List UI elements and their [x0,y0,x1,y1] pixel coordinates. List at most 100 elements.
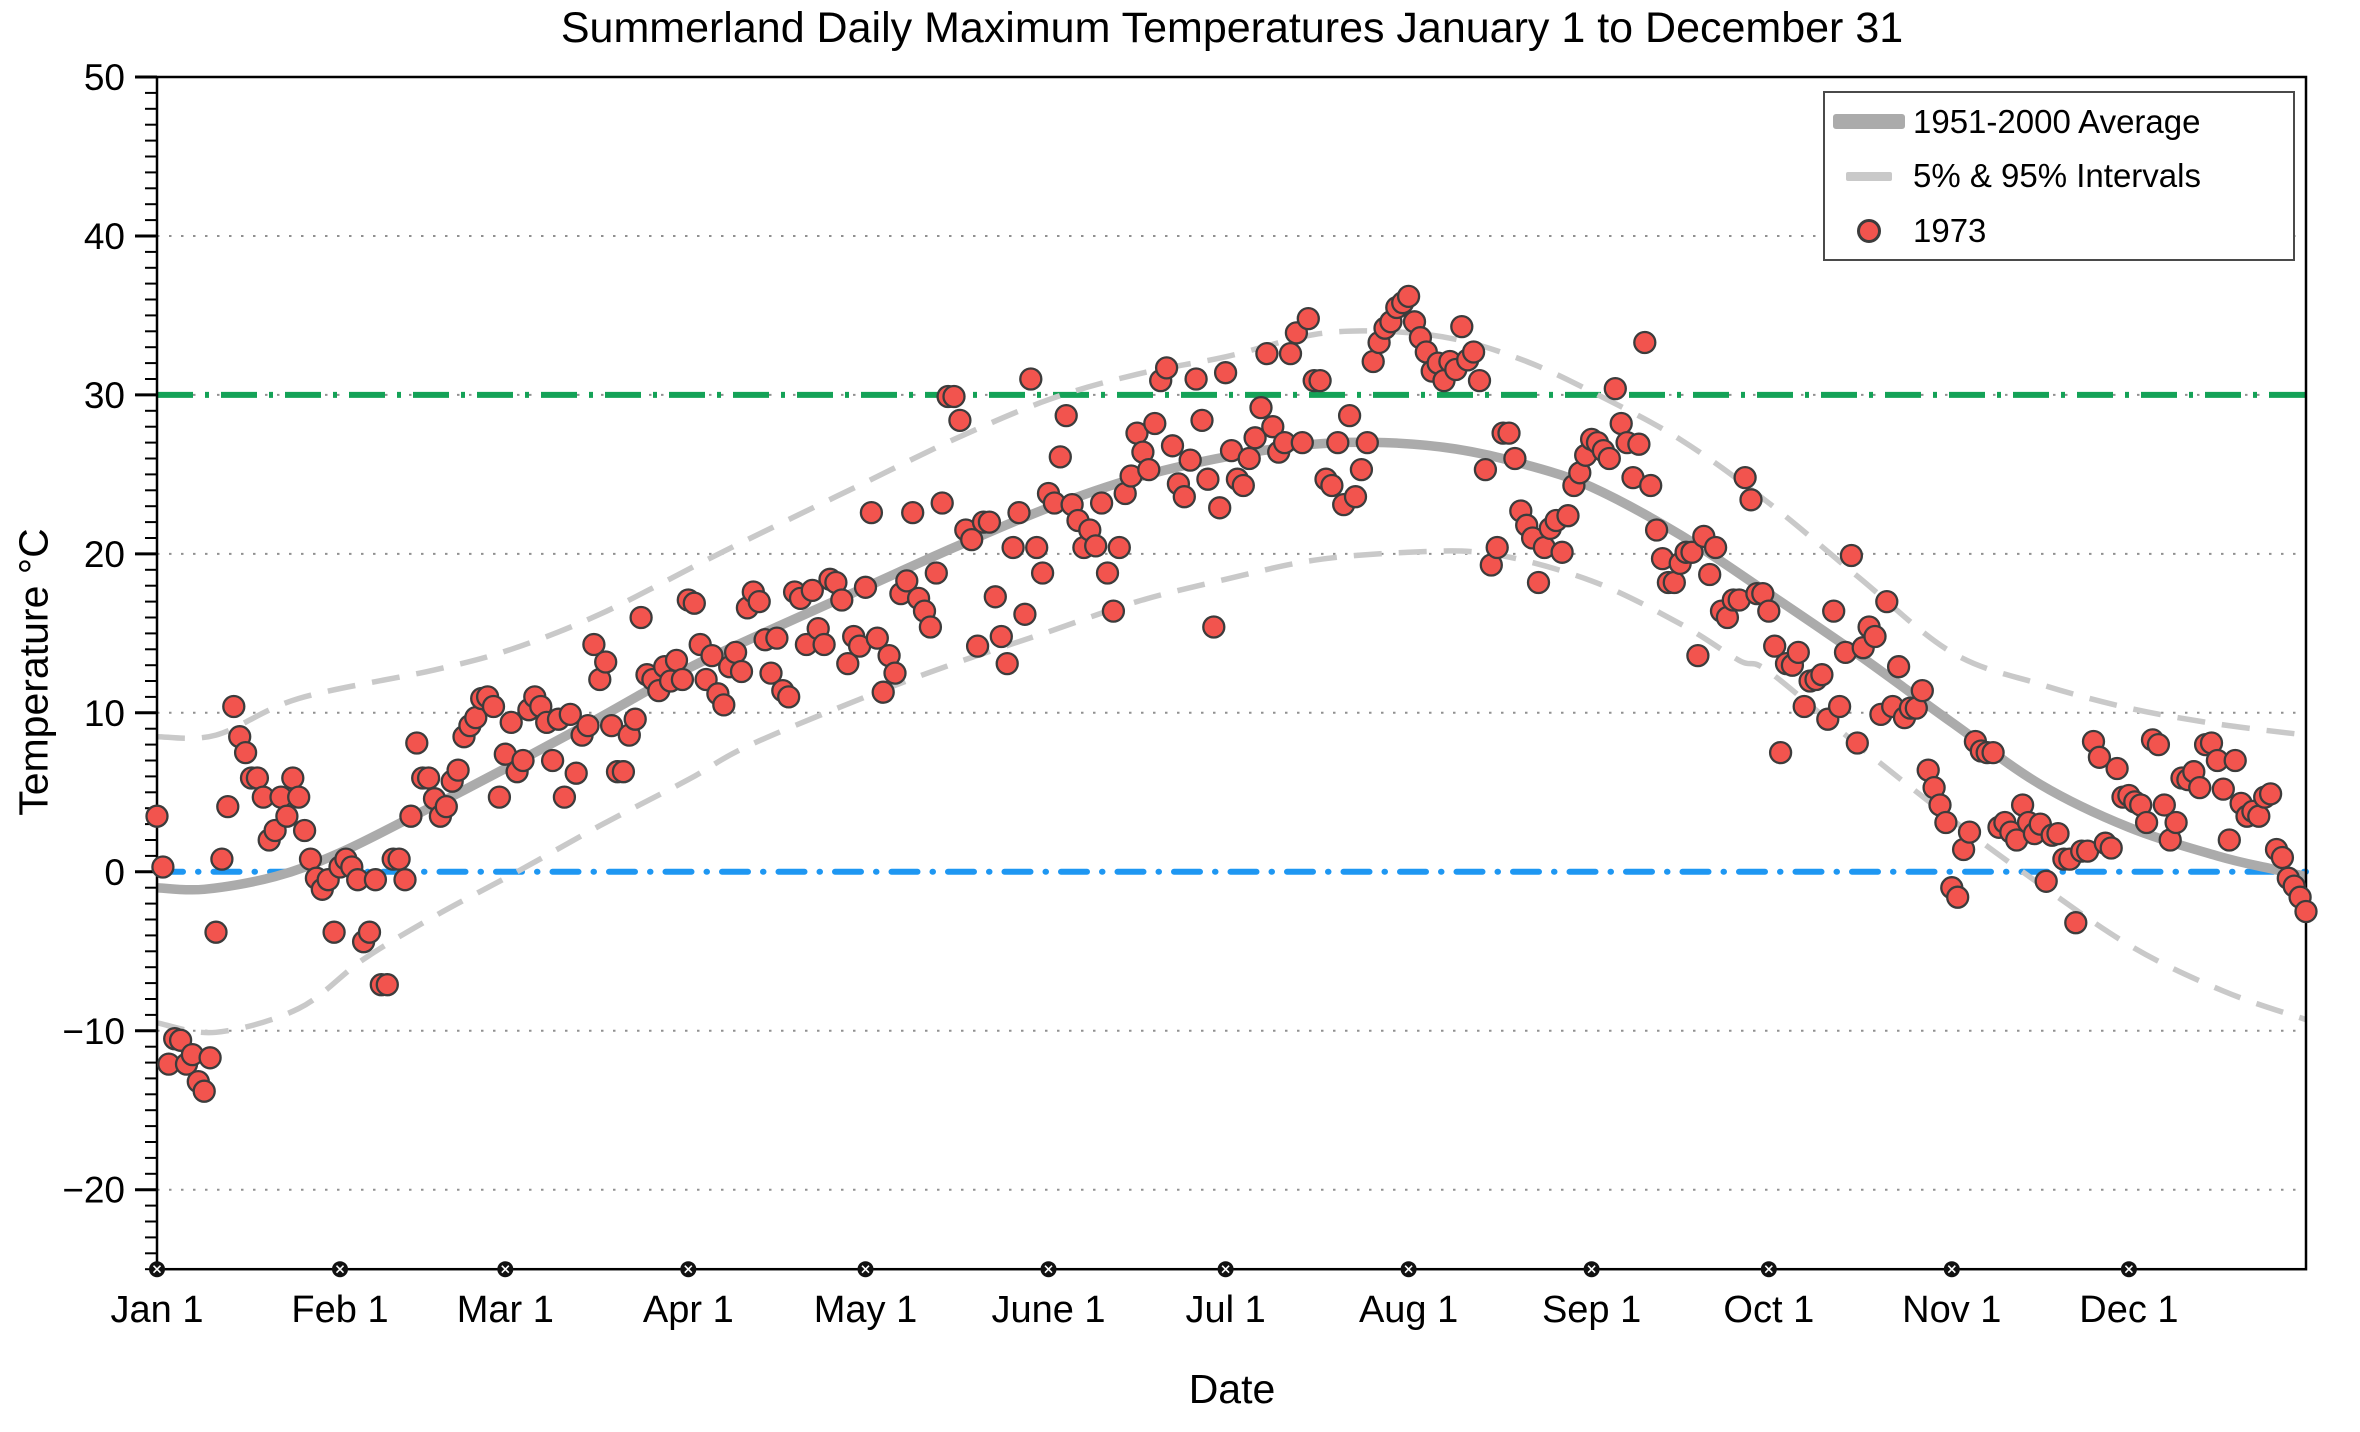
data-point [2064,911,2088,935]
data-point [901,500,925,525]
data-point [1190,408,1214,433]
data-point [1025,535,1049,560]
scatter-1973 [145,284,2318,1103]
data-point [2164,810,2188,835]
data-point [1680,540,1704,564]
y-tick-label: 30 [84,375,125,416]
data-point [1196,467,1220,491]
data-point [977,510,1002,534]
data-point [2217,828,2241,852]
data-point [1261,415,1285,439]
data-point [1107,535,1131,560]
data-point [2105,756,2129,781]
p5-curve [156,548,2307,1036]
data-point [1786,640,1810,665]
y-tick-label: 20 [84,534,125,575]
data-point [1249,395,1273,420]
data-point [576,713,600,738]
data-point [216,794,240,819]
interval-dash-swatch [1846,171,1892,181]
data-point [1007,500,1031,525]
y-tick-label: −10 [62,1011,125,1052]
data-point [777,685,801,709]
data-point [1739,488,1763,512]
data-point [859,500,884,525]
data-point [1886,655,1911,679]
data-point [2099,836,2123,860]
data-point [210,847,234,871]
data-point [812,632,836,657]
data-point [2211,777,2235,801]
data-point [1030,561,1055,585]
y-tick-label: 10 [84,693,125,734]
legend-item-intervals: 5% & 95% Intervals [1825,150,2293,202]
x-tick-label: Dec 1 [2079,1289,2178,1331]
data-point [1763,634,1787,658]
data-point [1101,599,1126,623]
data-point [1308,368,1332,393]
data-point [723,640,748,665]
data-point [712,693,736,717]
p95-curve [156,328,2307,742]
y-ticks: −20 −10 0 10 20 30 40 50 [62,57,157,1271]
data-point [682,591,706,615]
data-point [989,624,1013,649]
data-point [393,868,417,892]
data-point [233,740,258,765]
data-point [1792,694,1816,719]
data-point [1946,885,1970,909]
data-point [1137,457,1161,482]
data-point [151,855,175,879]
data-point [1810,663,1834,687]
data-point [357,920,382,944]
data-point [594,650,618,674]
data-point [1154,356,1179,380]
data-point [2034,869,2058,893]
data-point [204,920,228,944]
data-point [1839,543,1864,568]
data-point [1243,426,1267,450]
data-point [1019,367,1043,391]
month-marker [680,1261,697,1278]
data-point [1609,411,1633,436]
data-point [292,818,317,843]
data-point [1981,740,2005,765]
month-marker [332,1261,348,1278]
data-point [942,384,966,409]
data-point [1757,599,1781,623]
data-point [1326,430,1350,455]
data-point [1910,678,1934,703]
data-point [1662,570,1686,595]
data-point [1208,496,1232,520]
data-point [1013,602,1037,626]
data-point [883,661,907,685]
legend-label-intervals: 5% & 95% Intervals [1913,157,2201,194]
data-point [2087,745,2112,769]
data-point [1095,561,1120,585]
data-point [1827,694,1852,719]
data-point [1054,403,1078,428]
x-tick-label: Oct 1 [1723,1289,1814,1331]
data-point [1934,810,1958,835]
data-point [1320,473,1344,498]
data-point [2152,793,2176,817]
data-point [836,651,860,676]
month-marker [1583,1261,1600,1278]
data-point [2146,732,2171,757]
data-point [1089,491,1114,515]
data-point [871,680,895,704]
data-point [1556,504,1580,528]
data-point [552,785,577,809]
month-marker [857,1261,874,1278]
data-point [1450,314,1474,339]
data-point [1213,361,1238,385]
data-point [1184,367,1208,391]
month-marker [497,1261,514,1278]
chart-title: Summerland Daily Maximum Temperatures Ja… [560,4,1904,52]
data-point [2134,810,2159,835]
data-point [865,626,889,650]
data-point [363,868,388,892]
data-point [995,651,1019,676]
legend-item-1973: 1973 [1825,205,2293,257]
data-point [895,569,919,593]
